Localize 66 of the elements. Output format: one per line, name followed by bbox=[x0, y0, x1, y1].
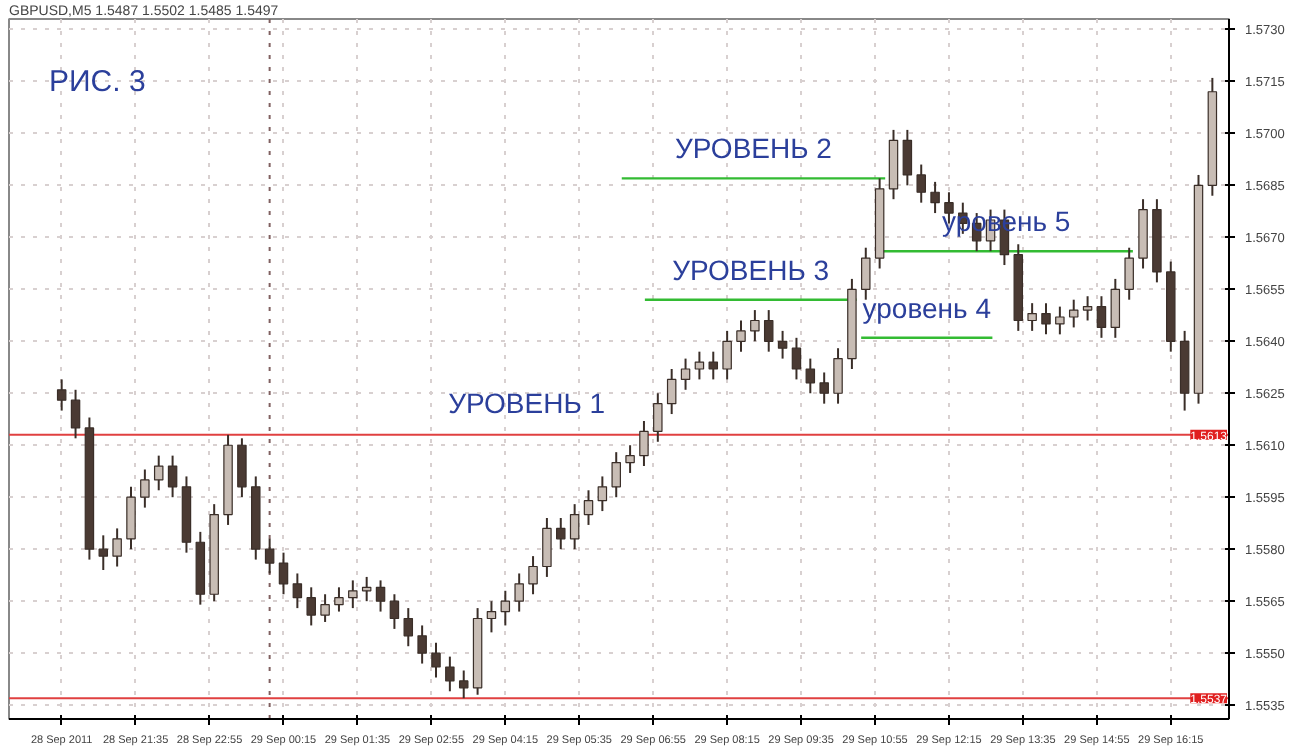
candlestick bbox=[56, 378, 67, 412]
candlestick bbox=[1096, 295, 1107, 339]
candlestick bbox=[292, 572, 303, 610]
series-label: УРОВЕНЬ 2 bbox=[675, 132, 833, 165]
candlestick bbox=[1110, 277, 1121, 339]
candlestick bbox=[417, 624, 427, 665]
annotation: РИС. 3 bbox=[49, 65, 146, 99]
candlestick bbox=[514, 572, 524, 613]
candlestick bbox=[126, 485, 136, 551]
candlestick bbox=[403, 607, 414, 648]
candlestick bbox=[666, 368, 677, 416]
candlestick bbox=[237, 437, 247, 499]
candlestick bbox=[583, 489, 594, 526]
candlestick bbox=[153, 454, 164, 492]
candlestick bbox=[1055, 305, 1065, 336]
candlestick bbox=[70, 388, 81, 440]
candlestick bbox=[264, 537, 275, 575]
candlestick bbox=[320, 593, 330, 623]
candlestick bbox=[861, 246, 871, 301]
series-label: УРОВЕНЬ 3 bbox=[672, 253, 830, 286]
candlestick bbox=[528, 555, 538, 596]
candlestick bbox=[389, 593, 400, 630]
candlestick bbox=[458, 669, 469, 700]
candlestick bbox=[625, 444, 635, 474]
candlestick bbox=[639, 419, 649, 468]
candlestick bbox=[542, 517, 552, 578]
candlestick bbox=[777, 329, 788, 360]
candlestick bbox=[334, 586, 344, 613]
candlestick bbox=[791, 336, 802, 381]
candlestick bbox=[569, 503, 580, 551]
candlestick bbox=[1082, 295, 1093, 322]
candlestick bbox=[930, 180, 940, 215]
candlestick bbox=[112, 527, 122, 568]
ref-line-label: УРОВЕНЬ 1 bbox=[448, 386, 606, 419]
candlestick bbox=[722, 329, 732, 381]
candlestick bbox=[556, 517, 566, 551]
candlestick bbox=[98, 534, 109, 571]
candlestick bbox=[1041, 302, 1051, 336]
candlestick bbox=[708, 350, 719, 381]
candlestick bbox=[819, 371, 829, 405]
candlestick bbox=[1068, 298, 1079, 329]
candlestick bbox=[375, 579, 386, 613]
candlestick bbox=[680, 357, 691, 391]
candlestick bbox=[750, 309, 760, 343]
candlestick bbox=[1027, 302, 1037, 332]
candlestick bbox=[306, 586, 316, 627]
series-label: уровень 4 bbox=[862, 291, 992, 324]
candlestick bbox=[916, 163, 926, 204]
candlestick bbox=[278, 551, 289, 596]
candlestick bbox=[653, 392, 663, 443]
candlestick bbox=[805, 357, 816, 395]
candlestick bbox=[833, 347, 843, 405]
candlestick bbox=[763, 309, 774, 353]
candlestick bbox=[1124, 246, 1134, 301]
candlestick bbox=[902, 128, 913, 187]
candlestick bbox=[348, 579, 358, 610]
candlestick bbox=[694, 350, 705, 381]
candlestick bbox=[140, 468, 150, 509]
candlestick bbox=[431, 641, 441, 679]
candlestick bbox=[486, 600, 497, 634]
candlestick bbox=[167, 454, 178, 499]
candlestick bbox=[611, 451, 621, 499]
candlestick bbox=[597, 475, 608, 513]
candlestick bbox=[500, 589, 511, 627]
candlestick bbox=[736, 319, 746, 353]
candlestick bbox=[445, 655, 455, 693]
